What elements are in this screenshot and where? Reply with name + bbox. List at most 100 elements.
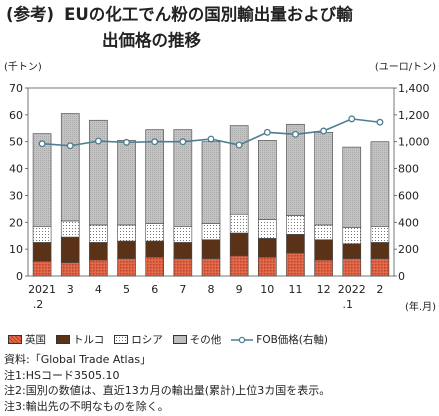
x-tick-label: 8 [208,283,215,296]
chart-title: (参考) EUの化工でん粉の国別輸出量および輸 出価格の推移 [6,2,436,54]
bar-other [117,140,136,226]
y-right-tick-label: 1,000 [398,136,430,149]
bar-uk [229,255,249,277]
legend-item-uk: 英国 [8,332,46,347]
bar-turkey [117,240,136,259]
bar-other [60,113,80,222]
legend-item-turkey: トルコ [56,332,104,347]
y-left-tick-label: 40 [9,163,23,176]
bar-other [229,125,249,215]
y-right-axis-label: (ユーロ/トン) [375,62,436,73]
bar-uk [342,258,362,277]
fob-price-point [123,138,130,146]
y-right-tick-label: 1,400 [398,82,430,95]
y-right-tick-label: 600 [398,189,419,202]
bar-other [145,129,164,224]
bar-turkey [286,234,305,254]
bar-uk [201,258,221,277]
bar-other [32,133,52,227]
legend-item-other: その他 [172,332,222,347]
legend-swatch-other [172,335,187,344]
fob-price-point [292,130,299,138]
bar-russia [145,223,164,242]
y-left-tick-label: 10 [9,243,23,256]
title-line-2: 出価格の推移 [102,31,201,50]
y-left-tick-label: 60 [9,109,23,122]
fob-price-point [151,138,159,146]
legend-swatch-turkey [56,335,70,344]
y-left-tick-label: 30 [9,189,23,202]
legend-label-uk: 英国 [25,334,46,346]
bar-russia [32,226,52,243]
bar-other [89,119,108,226]
x-tick-label: 2022 [338,283,366,296]
fob-price-point [263,128,271,136]
bar-uk [60,262,80,277]
y-left-tick-label: 70 [9,82,23,95]
title-prefix: (参考) [6,5,55,24]
bar-turkey [314,239,333,261]
legend-item-russia: ロシア [114,332,163,347]
x-tick-label: 6 [151,283,158,296]
x-tick-label: 2 [376,283,383,296]
bar-russia [314,224,333,241]
bar-turkey [342,243,362,259]
bar-turkey [229,232,249,257]
fob-price-point [320,127,328,135]
bar-russia [201,223,221,241]
notes: 資料:「Global Trade Atlas」 注1:HSコード3505.10 … [4,352,330,414]
bar-turkey [201,239,221,259]
title-line-1: EUの化工でん粉の国別輸出量および輸 [64,5,353,24]
x-tick-label: 5 [123,283,130,296]
bar-other [258,140,277,220]
fob-price-point [348,115,356,123]
bar-other [173,129,193,227]
y-left-axis-label: (千トン) [4,61,42,73]
x-tick-label: 9 [236,283,243,296]
x-tick-label: 4 [95,283,102,296]
fob-price-point [207,135,215,143]
bar-turkey [60,236,80,263]
bar-uk [173,258,193,277]
legend: 英国 トルコ ロシア その他 FOB価格(右軸) [8,332,338,347]
chart-area: 0 10 20 30 40 50 60 70 0 200 400 600 800 1,000 1,200 1,… [4,61,436,313]
bar-russia [229,213,249,234]
x-tick-label: 3 [67,283,74,296]
bar-russia [117,224,136,242]
bar-russia [258,219,277,239]
legend-label-other: その他 [189,334,222,346]
bar-uk [258,256,277,277]
bar-uk [32,260,52,277]
x-axis-label: (年.月) [405,300,436,313]
x-tick-sublabel: .1 [343,298,354,311]
fob-price-point [179,138,187,146]
legend-label-turkey: トルコ [73,334,105,346]
legend-swatch-uk [8,335,22,344]
note-source: 資料:「Global Trade Atlas」 [4,353,152,366]
bar-turkey [89,242,108,261]
bar-russia [370,226,390,243]
bar-russia [173,226,193,243]
bar-turkey [173,242,193,259]
y-right-tick-label: 1,200 [398,109,430,122]
bar-other [201,141,221,224]
x-tick-label: 12 [317,283,331,296]
bar-turkey [145,240,164,258]
bar-turkey [370,242,390,259]
fob-price-point [66,142,74,150]
bar-uk [286,252,305,277]
fob-price-point [38,140,46,148]
note-3: 注3:輸出先の不明なものを除く。 [4,399,169,413]
bar-turkey [32,242,52,262]
note-1: 注1:HSコード3505.10 [4,368,120,382]
y-left-tick-label: 20 [9,216,23,229]
bar-other [370,141,390,227]
bar-uk [145,256,164,277]
fob-price-point [94,137,102,145]
x-tick-label: 2021 [28,283,56,296]
bar-russia [60,220,80,238]
legend-item-fob: FOB価格(右軸) [231,332,328,347]
legend-label-fob: FOB価格(右軸) [256,334,328,346]
legend-line-fob-icon [231,336,254,343]
y-left-tick-label: 0 [16,270,23,283]
